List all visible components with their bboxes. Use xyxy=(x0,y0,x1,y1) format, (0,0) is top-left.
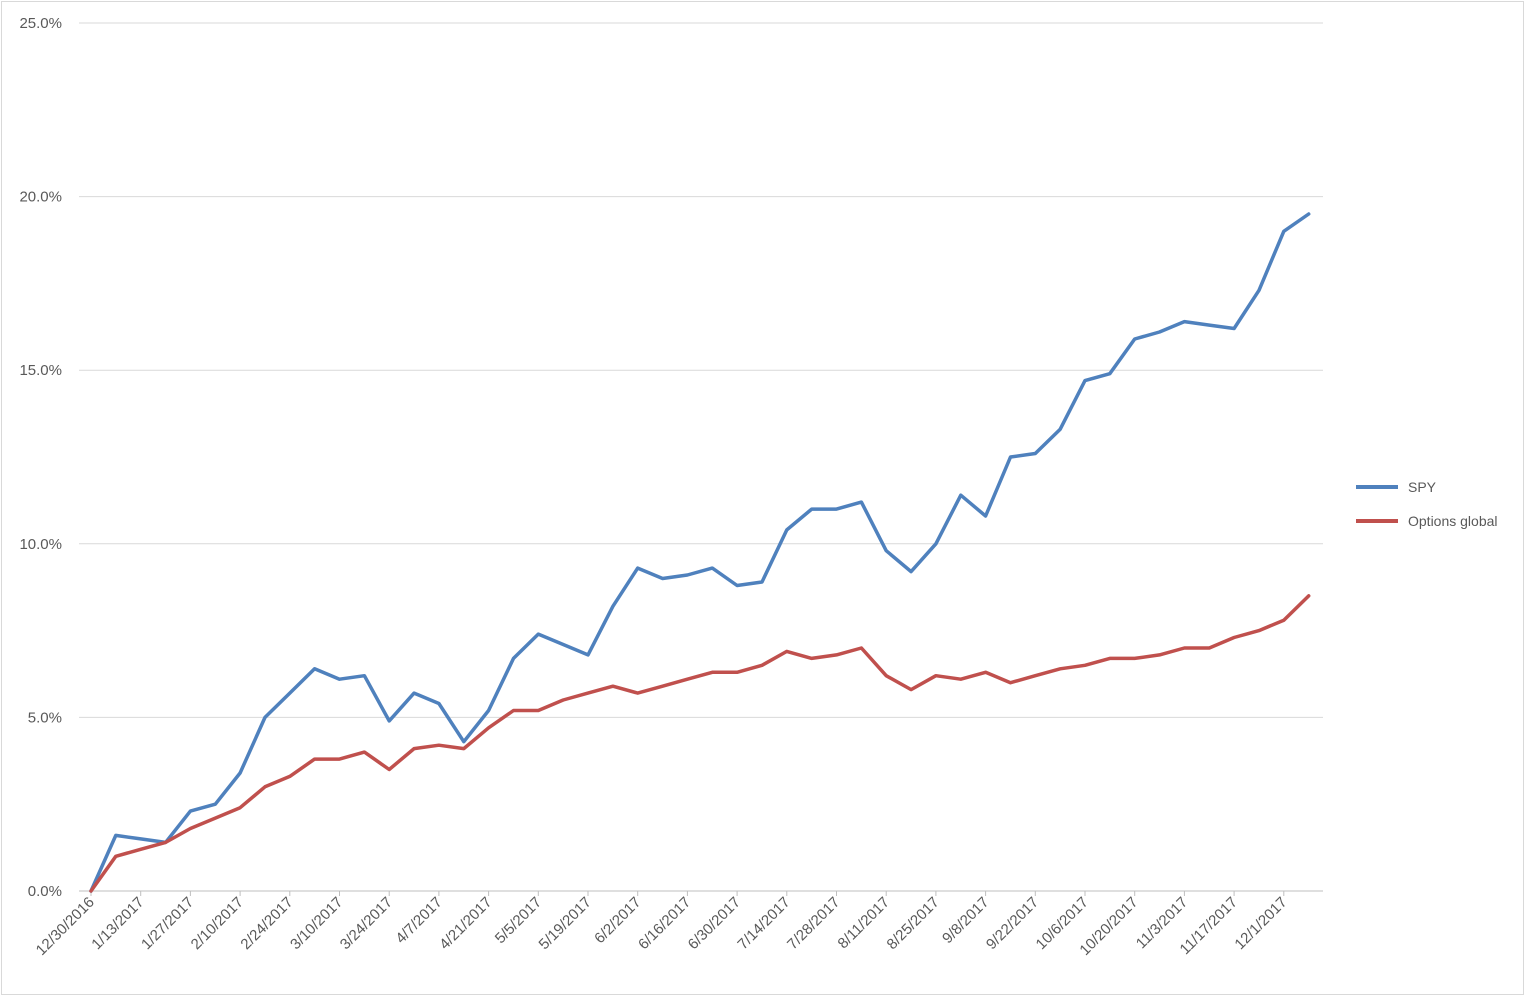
y-tick-label: 15.0% xyxy=(19,362,62,379)
legend: SPY Options global xyxy=(1356,470,1498,538)
y-tick-label: 20.0% xyxy=(19,189,62,206)
x-tick-label: 8/25/2017 xyxy=(884,894,943,953)
x-axis-ticks: 12/30/20161/13/20171/27/20172/10/20172/2… xyxy=(33,891,1291,959)
x-tick-label: 9/22/2017 xyxy=(983,894,1042,953)
x-tick-label: 8/11/2017 xyxy=(835,894,893,952)
y-tick-label: 10.0% xyxy=(19,536,62,553)
x-tick-label: 2/24/2017 xyxy=(237,894,296,953)
y-tick-label: 0.0% xyxy=(28,883,62,900)
x-tick-label: 7/28/2017 xyxy=(784,894,843,953)
x-tick-label: 3/10/2017 xyxy=(287,894,346,953)
legend-swatch-options-global xyxy=(1356,519,1398,523)
legend-label-options-global: Options global xyxy=(1408,513,1498,529)
x-tick-label: 5/19/2017 xyxy=(536,894,595,953)
y-tick-label: 5.0% xyxy=(28,709,62,726)
legend-item-options-global: Options global xyxy=(1356,504,1498,538)
series-line-options-global xyxy=(89,594,1311,893)
x-tick-label: 1/13/2017 xyxy=(88,894,147,953)
y-tick-label: 25.0% xyxy=(19,15,62,32)
series-line-spy xyxy=(89,212,1311,893)
x-tick-label: 12/1/2017 xyxy=(1231,894,1290,953)
x-tick-label: 6/16/2017 xyxy=(635,894,694,953)
x-tick-label: 7/14/2017 xyxy=(734,894,793,953)
x-tick-label: 3/24/2017 xyxy=(337,894,396,953)
x-tick-label: 12/30/2016 xyxy=(33,894,98,959)
x-tick-label: 1/27/2017 xyxy=(138,894,197,953)
x-tick-label: 2/10/2017 xyxy=(188,894,247,953)
series-lines xyxy=(89,212,1311,893)
x-tick-label: 4/21/2017 xyxy=(436,894,495,953)
y-axis-ticks: 0.0% 5.0% 10.0% 15.0% 20.0% 25.0% xyxy=(19,15,62,900)
gridlines xyxy=(79,22,1323,892)
legend-item-spy: SPY xyxy=(1356,470,1498,504)
x-tick-label: 6/30/2017 xyxy=(685,894,744,953)
legend-swatch-spy xyxy=(1356,485,1398,489)
legend-label-spy: SPY xyxy=(1408,479,1437,495)
